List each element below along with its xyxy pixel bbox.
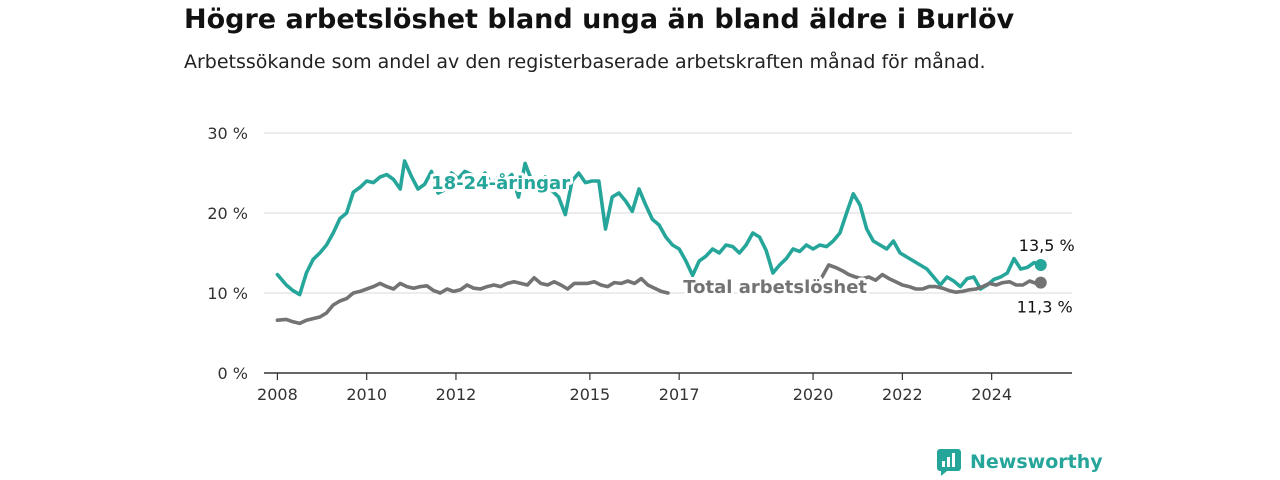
y-axis-ticks: 0 % 10 % 20 % 30 % (207, 124, 248, 383)
x-tick-label: 2022 (882, 385, 923, 404)
y-tick-label: 30 % (207, 124, 248, 143)
page-subtitle: Arbetssökande som andel av den registerb… (184, 51, 986, 73)
series-end-label: 11,3 % (1017, 298, 1073, 317)
series-annotation-label: Total arbetslöshet (683, 277, 867, 298)
newsworthy-logo-icon (937, 449, 961, 476)
x-axis-ticks: 2008 2010 2012 2015 2017 2020 2022 2024 (257, 373, 1012, 404)
series-annotation-label: 18-24-åringar (431, 172, 570, 194)
y-tick-label: 0 % (218, 364, 248, 383)
series-end-point (1034, 276, 1047, 289)
brand-name: Newsworthy (970, 451, 1103, 473)
x-tick-label: 2024 (971, 385, 1012, 404)
page-title: Högre arbetslöshet bland unga än bland ä… (184, 4, 1015, 35)
series-lines (275, 159, 1047, 326)
brand-logo[interactable]: Newsworthy (936, 448, 1103, 476)
series-end-label: 13,5 % (1019, 236, 1075, 255)
y-tick-label: 20 % (207, 204, 248, 223)
x-tick-label: 2012 (436, 385, 477, 404)
series-line (275, 159, 1043, 297)
x-tick-label: 2010 (346, 385, 387, 404)
x-tick-label: 2017 (659, 385, 700, 404)
x-tick-label: 2020 (793, 385, 834, 404)
series-end-point (1034, 259, 1047, 271)
series-line (275, 263, 1043, 326)
y-tick-label: 10 % (207, 284, 248, 303)
x-tick-label: 2008 (257, 385, 298, 404)
grid-lines (264, 132, 1072, 374)
x-tick-label: 2015 (570, 385, 611, 404)
series-annotations: 13,5 % 11,3 % 18-24-åringar Total arbetslös… (428, 169, 1075, 317)
